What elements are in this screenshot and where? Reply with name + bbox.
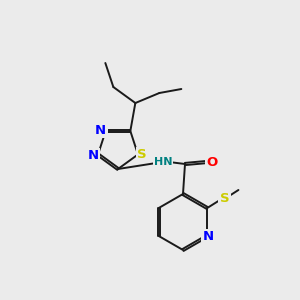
Text: S: S (137, 148, 147, 161)
Text: S: S (220, 191, 230, 205)
Text: HN: HN (154, 157, 172, 167)
Text: N: N (88, 149, 99, 162)
Text: N: N (95, 124, 106, 136)
Text: O: O (206, 155, 218, 169)
Text: N: N (203, 230, 214, 244)
